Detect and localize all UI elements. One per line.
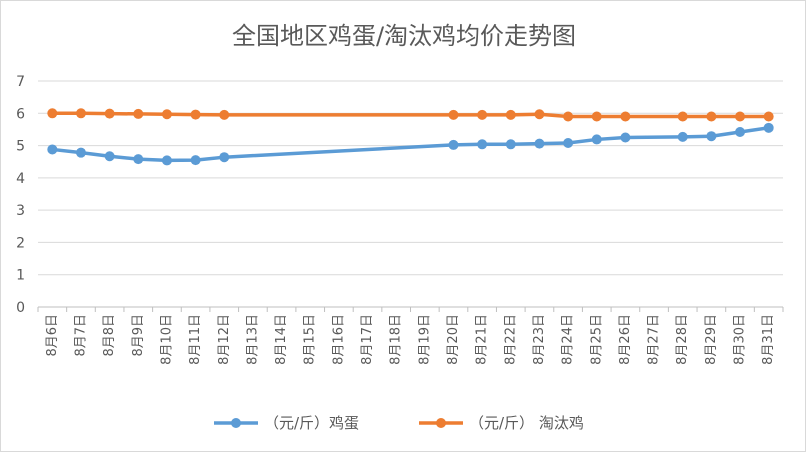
data-point bbox=[677, 131, 688, 142]
data-point bbox=[763, 122, 774, 133]
data-point bbox=[133, 108, 144, 119]
data-point bbox=[104, 108, 115, 119]
x-tick-label: 8月27日 bbox=[647, 314, 662, 365]
y-tick-label: 5 bbox=[16, 139, 25, 155]
data-point bbox=[133, 154, 144, 165]
series-line-0 bbox=[50, 126, 771, 163]
y-tick-label: 0 bbox=[16, 300, 25, 316]
data-point bbox=[47, 144, 58, 155]
x-tick-label: 8月31日 bbox=[761, 314, 776, 365]
x-tick-label: 8月30日 bbox=[733, 314, 748, 365]
x-tick-label: 8月10日 bbox=[159, 314, 174, 365]
x-tick-label: 8月28日 bbox=[675, 314, 690, 365]
data-point bbox=[735, 111, 746, 122]
data-point bbox=[75, 147, 86, 158]
y-tick-label: 3 bbox=[16, 203, 25, 219]
y-tick-label: 7 bbox=[16, 74, 25, 90]
data-point bbox=[591, 111, 602, 122]
x-tick-label: 8月18日 bbox=[389, 314, 404, 365]
data-point bbox=[104, 151, 115, 162]
legend-label: （元/斤）鸡蛋 bbox=[264, 414, 359, 432]
data-point bbox=[706, 131, 717, 142]
x-tick-label: 8月7日 bbox=[73, 314, 88, 357]
data-point bbox=[534, 138, 545, 149]
x-tick-label: 8月6日 bbox=[45, 314, 60, 357]
x-tick-label: 8月12日 bbox=[217, 314, 232, 365]
data-point bbox=[534, 109, 545, 120]
x-tick-label: 8月19日 bbox=[417, 314, 432, 365]
x-tick-label: 8月17日 bbox=[360, 314, 375, 365]
x-tick-label: 8月16日 bbox=[331, 314, 346, 365]
data-point bbox=[477, 139, 488, 150]
data-point bbox=[190, 109, 201, 120]
legend-swatch-marker bbox=[436, 418, 446, 428]
series-group bbox=[47, 108, 774, 166]
x-tick-label: 8月8日 bbox=[102, 314, 117, 357]
y-tick-label: 1 bbox=[16, 268, 25, 284]
data-point bbox=[75, 108, 86, 119]
data-point bbox=[677, 111, 688, 122]
legend: （元/斤）鸡蛋 （元/斤） 淘汰鸡 bbox=[214, 414, 584, 432]
legend-swatch-marker bbox=[231, 418, 241, 428]
data-point bbox=[505, 139, 516, 150]
chart-title: 全国地区鸡蛋/淘汰鸡均价走势图 bbox=[232, 22, 576, 50]
data-point bbox=[563, 137, 574, 148]
x-tick-label: 8月24日 bbox=[561, 314, 576, 365]
x-tick-label: 8月26日 bbox=[618, 314, 633, 365]
data-point bbox=[161, 155, 172, 166]
data-point bbox=[735, 127, 746, 138]
legend-label: （元/斤） 淘汰鸡 bbox=[469, 414, 584, 432]
data-point bbox=[563, 111, 574, 122]
x-axis-ticks: 8月6日 8月7日 8月8日 8月9日 8月10日 8月11日 8月12日 8月13日 8月14… bbox=[37, 307, 784, 365]
data-point bbox=[448, 109, 459, 120]
x-tick-label: 8月20日 bbox=[446, 314, 461, 365]
x-tick-label: 8月25日 bbox=[589, 314, 604, 365]
x-tick-label: 8月11日 bbox=[188, 314, 203, 365]
data-point bbox=[505, 109, 516, 120]
data-point bbox=[47, 108, 58, 119]
y-tick-label: 4 bbox=[16, 171, 25, 187]
data-point bbox=[706, 111, 717, 122]
data-point bbox=[620, 132, 631, 143]
x-tick-label: 8月21日 bbox=[475, 314, 490, 365]
data-point bbox=[161, 109, 172, 120]
data-point bbox=[219, 109, 230, 120]
x-tick-label: 8月13日 bbox=[245, 314, 260, 365]
y-tick-label: 6 bbox=[16, 106, 25, 122]
x-tick-label: 8月23日 bbox=[532, 314, 547, 365]
data-point bbox=[763, 111, 774, 122]
x-tick-label: 8月22日 bbox=[503, 314, 518, 365]
x-tick-label: 8月29日 bbox=[704, 314, 719, 365]
data-point bbox=[477, 109, 488, 120]
x-tick-label: 8月15日 bbox=[303, 314, 318, 365]
y-axis-ticks: 0 1 2 3 4 5 6 7 bbox=[16, 74, 25, 316]
data-point bbox=[219, 152, 230, 163]
x-tick-label: 8月14日 bbox=[274, 314, 289, 365]
data-point bbox=[620, 111, 631, 122]
y-tick-label: 2 bbox=[16, 235, 25, 251]
data-point bbox=[591, 134, 602, 145]
x-tick-label: 8月9日 bbox=[131, 314, 146, 357]
data-point bbox=[190, 155, 201, 166]
data-point bbox=[448, 139, 459, 150]
